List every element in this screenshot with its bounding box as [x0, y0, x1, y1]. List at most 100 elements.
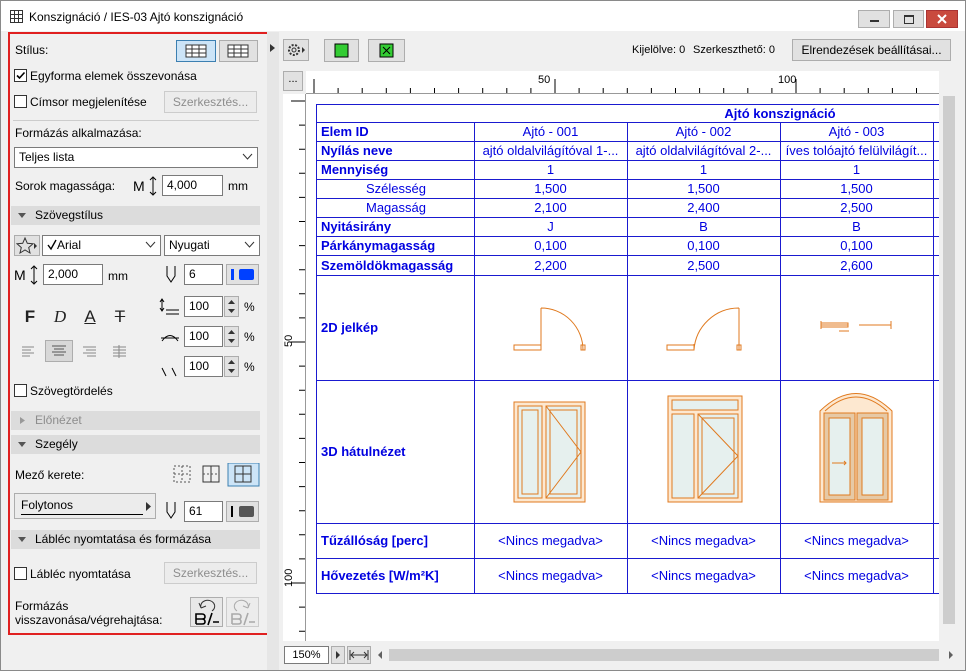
- fit-button[interactable]: [324, 39, 359, 62]
- border-section[interactable]: Szegély: [11, 435, 260, 454]
- preview-title: Előnézet: [35, 413, 82, 427]
- zoom-field[interactable]: 150%: [284, 646, 329, 664]
- apply-label: Formázás alkalmazása:: [15, 126, 142, 140]
- undo-button[interactable]: [190, 597, 223, 627]
- row-label: Elem ID: [321, 124, 369, 139]
- window-title: Konszignáció / IES-03 Ajtó konszignáció: [29, 10, 244, 24]
- schedule-canvas: Ajtó konszignáció Elem ID Ajtó - 001 Ajtó -…: [306, 94, 939, 641]
- header-checkbox[interactable]: [14, 95, 27, 108]
- zoom-menu[interactable]: [331, 646, 345, 664]
- row-label: 3D hátulnézet: [321, 444, 406, 459]
- table-line: [316, 593, 939, 594]
- vertical-scrollbar[interactable]: [940, 94, 958, 641]
- font-size-input[interactable]: 2,000: [43, 264, 103, 285]
- apply-dropdown[interactable]: Teljes lista: [14, 147, 258, 168]
- ruler-ticks: [313, 79, 917, 93]
- line-type-dropdown[interactable]: Folytonos: [14, 493, 156, 519]
- ruler-menu-button[interactable]: ...: [283, 71, 303, 91]
- layout-settings-button[interactable]: Elrendezések beállításai...: [792, 39, 951, 61]
- preview-section[interactable]: Előnézet: [11, 411, 260, 430]
- table-cell: 1,500: [840, 181, 873, 196]
- align-justify[interactable]: [106, 341, 133, 361]
- window-icon: [10, 10, 23, 23]
- table-cell: íves tolóajtó felülvilágít...: [785, 143, 928, 158]
- table-line: [627, 217, 628, 236]
- font-dropdown[interactable]: Arial: [42, 235, 161, 256]
- table-line: [474, 380, 475, 523]
- table-line: [316, 104, 317, 122]
- border-pen-input[interactable]: 61: [184, 501, 223, 522]
- close-button[interactable]: [926, 10, 958, 28]
- minimize-button[interactable]: [858, 10, 890, 28]
- table-line: [316, 523, 317, 558]
- align-right[interactable]: [76, 341, 103, 361]
- table-line: [933, 523, 934, 558]
- text-style-button[interactable]: A: [84, 307, 96, 326]
- text-style-section[interactable]: Szövegstílus: [11, 206, 260, 225]
- editable-count: Szerkeszthető: 0: [693, 44, 775, 56]
- scale-input[interactable]: 100: [184, 296, 223, 317]
- row-height-input[interactable]: 4,000: [162, 175, 223, 196]
- percent-sign: %: [244, 300, 255, 314]
- table-line: [474, 179, 475, 198]
- table-line: [780, 523, 781, 558]
- row-label: Nyílás neve: [321, 143, 393, 158]
- border-color-button[interactable]: [226, 501, 259, 522]
- style-button-grid[interactable]: [176, 40, 216, 62]
- splitter[interactable]: [267, 32, 279, 670]
- table-cell: Ajtó - 002: [675, 124, 732, 139]
- font-value: Arial: [57, 238, 82, 252]
- table-line: [933, 122, 934, 141]
- script-dropdown[interactable]: Nyugati: [164, 235, 260, 256]
- table-line: [316, 275, 317, 380]
- table-line: [933, 198, 934, 217]
- merge-checkbox[interactable]: [14, 69, 27, 82]
- dropdown-arrow: [244, 241, 255, 248]
- title-bar: [1, 1, 965, 31]
- zoom-value: 150%: [292, 649, 321, 661]
- table-line: [627, 275, 628, 380]
- table-line: [627, 198, 628, 217]
- maximize-button[interactable]: [893, 10, 924, 28]
- footer-checkbox[interactable]: [14, 567, 27, 580]
- ruler-label: 50: [283, 334, 295, 347]
- table-line: [316, 217, 317, 236]
- door-drawings: [513, 307, 893, 503]
- fit-width-button[interactable]: [347, 646, 371, 664]
- table-line: [316, 179, 317, 198]
- scale-value: 100: [189, 299, 210, 313]
- svg-text:M: M: [133, 178, 145, 194]
- text-style-button[interactable]: T: [114, 307, 126, 326]
- table-line: [474, 141, 475, 160]
- percent-sign: %: [244, 330, 255, 344]
- scale-input[interactable]: 100: [184, 326, 223, 347]
- table-cell: B: [699, 219, 708, 234]
- scale-input[interactable]: 100: [184, 356, 223, 377]
- align-left[interactable]: [15, 341, 42, 361]
- text-style-button[interactable]: F: [24, 307, 36, 326]
- favorite-button[interactable]: [14, 235, 40, 256]
- align-center[interactable]: [45, 340, 73, 362]
- horizontal-scrollbar[interactable]: [373, 646, 958, 664]
- table-line: [780, 160, 781, 179]
- wrap-checkbox[interactable]: [14, 384, 27, 397]
- style-button-grid-header[interactable]: [219, 40, 258, 62]
- settings-button[interactable]: [283, 39, 309, 61]
- text-style-button[interactable]: D: [53, 307, 67, 326]
- undo-label: Formázás visszavonása/végrehajtása:: [15, 599, 163, 627]
- wrap-label: Szövegtördelés: [30, 384, 113, 398]
- redo-button: [226, 597, 259, 627]
- percent-sign: %: [244, 360, 255, 374]
- table-line: [780, 275, 781, 380]
- table-line: [316, 160, 317, 179]
- pen-color-button[interactable]: [226, 264, 259, 285]
- table-cell: 2,600: [840, 257, 873, 273]
- pen-input[interactable]: 6: [184, 264, 223, 285]
- footer-section[interactable]: Lábléc nyomtatása és formázása: [11, 530, 260, 549]
- select-button[interactable]: [368, 39, 405, 62]
- spinner: [224, 296, 239, 317]
- table-line: [474, 236, 475, 255]
- table-cell: 2,500: [840, 200, 873, 215]
- table-cell: 2,400: [687, 200, 720, 215]
